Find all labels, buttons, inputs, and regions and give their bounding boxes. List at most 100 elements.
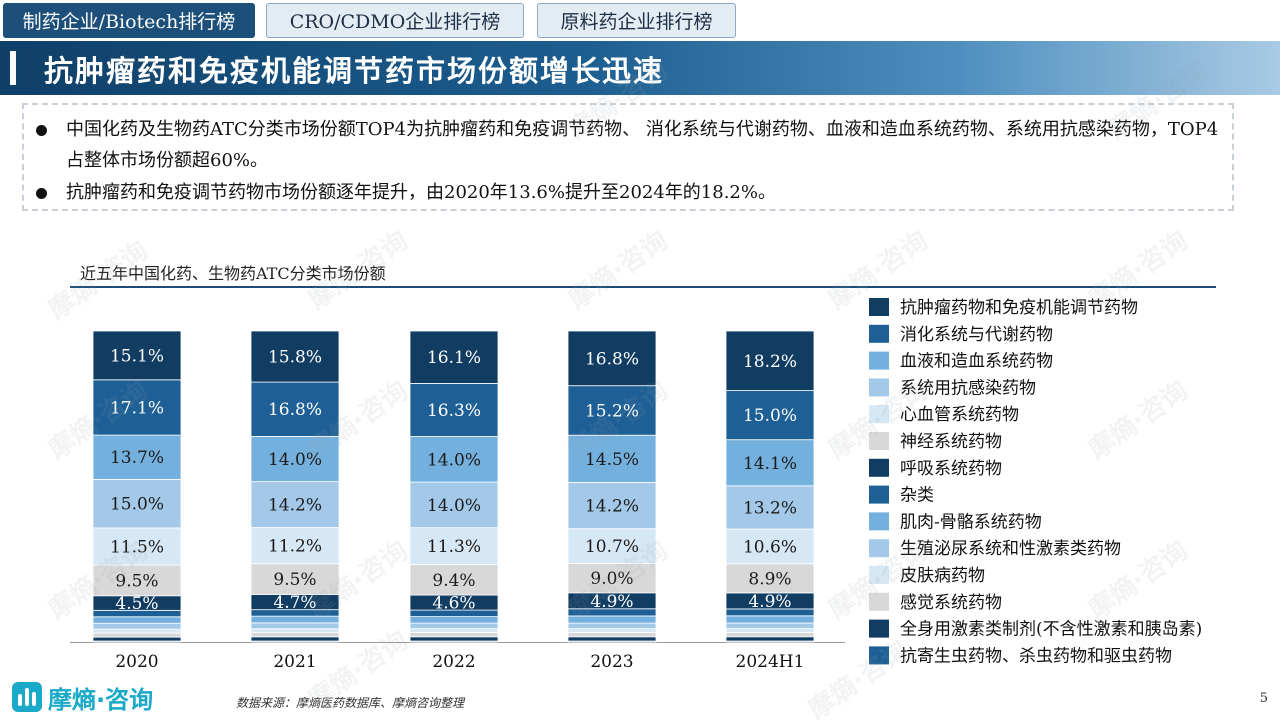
data-label: 4.5% <box>115 594 158 614</box>
legend-swatch <box>869 512 889 531</box>
bar-segment <box>250 628 340 634</box>
bar-segment <box>92 527 182 566</box>
data-label: 9.5% <box>273 570 316 590</box>
bar-segment <box>725 330 815 391</box>
bar-segment <box>725 615 815 624</box>
bar-segment <box>92 622 182 630</box>
bar-segment <box>409 632 499 638</box>
data-label: 18.2% <box>743 352 797 372</box>
bar-segment <box>725 632 815 638</box>
legend-label: 抗寄生虫药物、杀虫药物和驱虫药物 <box>900 646 1172 666</box>
data-label: 16.8% <box>585 349 639 369</box>
legend-label: 生殖泌尿系统和性激素类药物 <box>900 539 1121 559</box>
legend-swatch <box>869 619 889 638</box>
bar-segment <box>250 622 340 630</box>
page-number: 5 <box>1259 691 1268 706</box>
bar-segment <box>250 381 340 437</box>
legend-label: 血液和造血系统药物 <box>900 352 1053 372</box>
legend-swatch <box>869 539 889 558</box>
bar-segment <box>250 435 340 483</box>
legend-swatch <box>869 351 889 370</box>
data-label: 14.0% <box>427 496 481 516</box>
data-label: 9.4% <box>432 571 475 591</box>
legend-label: 系统用抗感染药物 <box>900 378 1036 398</box>
legend-swatch <box>869 405 889 424</box>
tab-pharma-biotech-ranking[interactable]: 制药企业/Biotech排行榜 <box>3 3 255 38</box>
bar-segment <box>250 481 340 528</box>
x-tick-label: 2020 <box>115 652 158 672</box>
data-label: 15.1% <box>110 346 164 366</box>
data-label: 11.3% <box>427 537 481 557</box>
data-label: 14.2% <box>268 496 322 516</box>
bar-segment <box>92 564 182 597</box>
data-label: 15.8% <box>268 348 322 368</box>
data-label: 15.0% <box>743 406 797 426</box>
brand-logo: 摩熵·咨询 <box>12 680 153 714</box>
bar-segment <box>250 632 340 638</box>
bar-segment <box>725 528 815 565</box>
data-label: 16.3% <box>427 401 481 421</box>
bar-segment <box>92 632 182 638</box>
bullet-dot-icon <box>36 188 47 199</box>
data-label: 14.1% <box>743 454 797 474</box>
legend-label: 心血管系统药物 <box>900 405 1019 425</box>
bar-segment <box>567 622 657 630</box>
bar-segment <box>409 383 499 437</box>
bar-segment <box>409 330 499 384</box>
bar-segment <box>409 636 499 642</box>
banner-accent-bar <box>10 51 16 85</box>
key-findings-box: 中国化药及生物药ATC分类市场份额TOP4为抗肿瘤药和免疫调节药物、 消化系统与… <box>22 103 1234 211</box>
x-tick-label: 2024H1 <box>736 652 805 672</box>
bar-segment <box>567 434 657 483</box>
chart-title-rule <box>70 286 1216 288</box>
tab-api-ranking[interactable]: 原料药企业排行榜 <box>537 3 736 38</box>
tab-cro-cdmo-ranking[interactable]: CRO/CDMO企业排行榜 <box>266 3 524 38</box>
bar-segment <box>92 628 182 634</box>
legend-label: 神经系统药物 <box>900 432 1002 452</box>
data-label: 4.9% <box>590 592 633 612</box>
legend-swatch <box>869 378 889 397</box>
legend-label: 杂类 <box>900 486 934 506</box>
top-tab-bar: 制药企业/Biotech排行榜 CRO/CDMO企业排行榜 原料药企业排行榜 <box>0 0 1280 40</box>
bar-segment <box>725 636 815 642</box>
legend-swatch <box>869 646 889 665</box>
x-tick-label: 2023 <box>590 652 633 672</box>
bullet-text: 中国化药及生物药ATC分类市场份额TOP4为抗肿瘤药和免疫调节药物、 消化系统与… <box>66 119 1219 171</box>
bar-segment <box>725 485 815 530</box>
legend-swatch <box>869 432 889 450</box>
data-label: 13.7% <box>110 448 164 468</box>
legend-swatch <box>869 298 889 316</box>
logo-mark-icon <box>12 682 42 712</box>
legend-label: 呼吸系统药物 <box>900 459 1002 479</box>
bar-segment <box>250 527 340 565</box>
bullet-dot-icon <box>36 125 47 136</box>
bar-segment <box>567 628 657 633</box>
data-label: 14.0% <box>268 450 322 470</box>
bar-segment <box>725 628 815 633</box>
x-tick-label: 2021 <box>273 652 316 672</box>
data-label: 4.7% <box>273 593 316 613</box>
bar-segment <box>92 434 182 480</box>
data-label: 15.0% <box>110 495 164 515</box>
bar-segment <box>409 622 499 630</box>
chart-title: 近五年中国化药、生物药ATC分类市场份额 <box>80 264 386 283</box>
bar-segment <box>250 636 340 642</box>
legend-swatch <box>869 485 889 504</box>
data-label: 11.2% <box>268 537 322 557</box>
bar-segment <box>725 622 815 629</box>
bar-segment <box>725 563 815 594</box>
bar-segment <box>409 628 499 633</box>
data-label: 14.2% <box>585 497 639 517</box>
bar-segment <box>92 478 182 529</box>
legend-swatch <box>869 592 889 611</box>
bar-segment <box>567 528 657 564</box>
bar-segment <box>250 615 340 624</box>
data-label: 17.1% <box>110 398 164 418</box>
bar-segment <box>567 615 657 624</box>
bar-segment <box>567 563 657 594</box>
data-label: 9.5% <box>115 571 158 591</box>
data-label: 13.2% <box>743 498 797 518</box>
bar-segment <box>92 330 182 381</box>
bar-segment <box>250 330 340 383</box>
